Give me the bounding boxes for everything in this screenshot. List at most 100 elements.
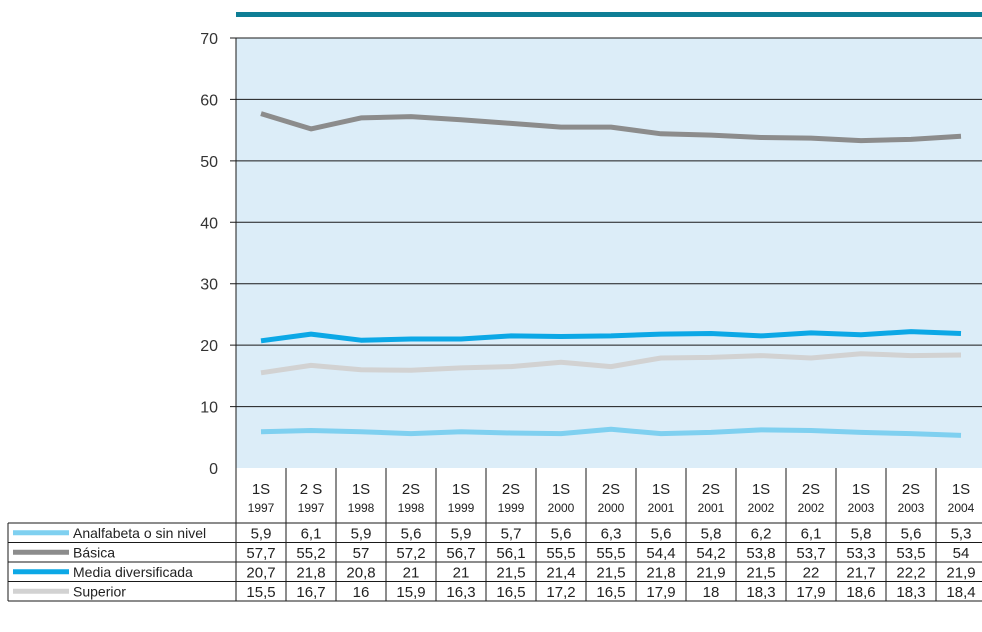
table-cell: 15,5 bbox=[246, 584, 275, 601]
legend-label-1: Básica bbox=[73, 544, 115, 560]
table-cell: 21,5 bbox=[596, 564, 625, 581]
legend-swatch-2 bbox=[13, 569, 69, 575]
table-cell: 16,7 bbox=[296, 584, 325, 601]
category-year: 2000 bbox=[598, 501, 625, 515]
table-cell: 5,6 bbox=[651, 525, 672, 542]
table-cell: 53,3 bbox=[846, 545, 875, 562]
category-year: 1999 bbox=[498, 501, 525, 515]
table-cell: 5,7 bbox=[501, 525, 522, 542]
category-year: 2004 bbox=[948, 501, 975, 515]
table-cell: 17,9 bbox=[646, 584, 675, 601]
gridlines bbox=[230, 37, 982, 468]
y-tick-label-60: 60 bbox=[200, 92, 218, 109]
category-label: 1S bbox=[852, 481, 870, 498]
y-tick-label-20: 20 bbox=[200, 338, 218, 355]
category-year: 2001 bbox=[648, 501, 675, 515]
table-cell: 21,8 bbox=[296, 564, 325, 581]
table-cell: 18,3 bbox=[896, 584, 925, 601]
table-cell: 54 bbox=[953, 545, 970, 562]
legend-label-2: Media diversificada bbox=[73, 564, 193, 580]
table-cell: 22 bbox=[803, 564, 820, 581]
table-cell: 53,7 bbox=[796, 545, 825, 562]
category-label: 1S bbox=[452, 481, 470, 498]
legend-swatch-3 bbox=[13, 588, 69, 594]
category-year: 2002 bbox=[748, 501, 775, 515]
table-cell: 15,9 bbox=[396, 584, 425, 601]
table-cell: 17,9 bbox=[796, 584, 825, 601]
table-cell: 21 bbox=[403, 564, 420, 581]
table-cell: 21,7 bbox=[846, 564, 875, 581]
category-label: 1S bbox=[652, 481, 670, 498]
table-cell: 21,8 bbox=[646, 564, 675, 581]
table-cell: 53,8 bbox=[746, 545, 775, 562]
legend-label-0: Analfabeta o sin nivel bbox=[73, 525, 206, 541]
category-label: 1S bbox=[752, 481, 770, 498]
table-cell: 5,3 bbox=[951, 525, 972, 542]
category-label: 1S bbox=[252, 481, 270, 498]
category-label: 2S bbox=[802, 481, 820, 498]
category-year: 2003 bbox=[848, 501, 875, 515]
table-cell: 56,7 bbox=[446, 545, 475, 562]
table-cell: 5,9 bbox=[351, 525, 372, 542]
table-cell: 20,7 bbox=[246, 564, 275, 581]
table-cell: 5,6 bbox=[551, 525, 572, 542]
category-year: 2002 bbox=[798, 501, 825, 515]
series-line-1 bbox=[260, 111, 962, 144]
y-tick-label-70: 70 bbox=[200, 31, 218, 48]
table-cell: 55,2 bbox=[296, 545, 325, 562]
y-tick-label-10: 10 bbox=[200, 400, 218, 417]
table-cell: 6,2 bbox=[751, 525, 772, 542]
category-year: 1997 bbox=[298, 501, 325, 515]
y-tick-label-0: 0 bbox=[209, 461, 218, 478]
table-cell: 53,5 bbox=[896, 545, 925, 562]
category-label: 2S bbox=[502, 481, 520, 498]
table-cell: 6,1 bbox=[301, 525, 322, 542]
table-cell: 16,5 bbox=[596, 584, 625, 601]
table-cell: 21,5 bbox=[746, 564, 775, 581]
series-line-0 bbox=[260, 426, 962, 438]
table-cell: 5,6 bbox=[401, 525, 422, 542]
table-cell: 21 bbox=[453, 564, 470, 581]
top-rule bbox=[236, 12, 982, 17]
category-label: 2 S bbox=[300, 481, 323, 498]
table-cell: 57,2 bbox=[396, 545, 425, 562]
category-year: 1998 bbox=[348, 501, 375, 515]
table-cell: 5,8 bbox=[851, 525, 872, 542]
table-cell: 18,4 bbox=[946, 584, 975, 601]
table-cell: 5,8 bbox=[701, 525, 722, 542]
table-cell: 21,9 bbox=[946, 564, 975, 581]
series-line-2 bbox=[260, 329, 962, 344]
category-label: 1S bbox=[552, 481, 570, 498]
series-lines bbox=[260, 111, 962, 438]
table-cell: 5,6 bbox=[901, 525, 922, 542]
category-label: 2S bbox=[702, 481, 720, 498]
y-tick-label-30: 30 bbox=[200, 277, 218, 294]
category-year: 1998 bbox=[398, 501, 425, 515]
table-cell: 6,1 bbox=[801, 525, 822, 542]
category-label: 2S bbox=[602, 481, 620, 498]
table-cell: 22,2 bbox=[896, 564, 925, 581]
table-cell: 21,4 bbox=[546, 564, 575, 581]
legend-swatch-1 bbox=[13, 549, 69, 555]
table-cell: 5,9 bbox=[251, 525, 272, 542]
table-cell: 16 bbox=[353, 584, 370, 601]
table-cell: 18,6 bbox=[846, 584, 875, 601]
table-cell: 57,7 bbox=[246, 545, 275, 562]
table-cell: 55,5 bbox=[596, 545, 625, 562]
table-cell: 16,5 bbox=[496, 584, 525, 601]
table-cell: 18 bbox=[703, 584, 720, 601]
table-cell: 57 bbox=[353, 545, 370, 562]
table-cell: 20,8 bbox=[346, 564, 375, 581]
table-cell: 17,2 bbox=[546, 584, 575, 601]
category-year: 1997 bbox=[248, 501, 275, 515]
legend-label-3: Superior bbox=[73, 583, 126, 599]
table-cell: 18,3 bbox=[746, 584, 775, 601]
table-cell: 54,2 bbox=[696, 545, 725, 562]
category-label: 1S bbox=[352, 481, 370, 498]
category-year: 2001 bbox=[698, 501, 725, 515]
category-year: 2003 bbox=[898, 501, 925, 515]
table-cell: 56,1 bbox=[496, 545, 525, 562]
category-label: 2S bbox=[902, 481, 920, 498]
table-cell: 16,3 bbox=[446, 584, 475, 601]
table-cell: 55,5 bbox=[546, 545, 575, 562]
